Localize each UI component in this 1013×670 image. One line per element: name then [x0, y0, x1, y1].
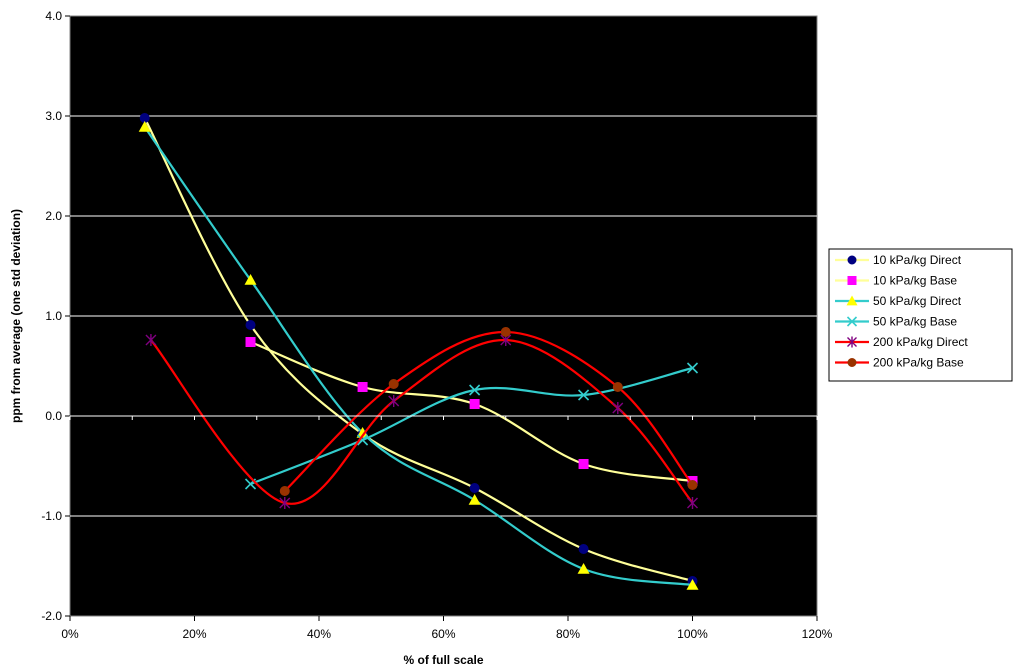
y-tick-label: -1.0: [41, 509, 62, 523]
legend-marker: [846, 316, 858, 327]
legend-item: 50 kPa/kg Base: [835, 315, 957, 329]
legend-box: [828, 248, 1013, 382]
legend-item: 10 kPa/kg Direct: [835, 253, 962, 267]
legend-marker: [847, 255, 857, 265]
legend-label: 10 kPa/kg Direct: [873, 253, 962, 267]
data-point-4: [279, 497, 291, 509]
data-point-2: [577, 563, 590, 574]
legend-marker: [846, 295, 858, 306]
data-point-1: [245, 337, 256, 347]
data-point-0: [469, 483, 480, 493]
legend-item: 10 kPa/kg Base: [835, 274, 957, 288]
x-axis-label: % of full scale: [403, 653, 483, 667]
data-point-3: [357, 434, 369, 446]
y-tick-label: 1.0: [45, 309, 62, 323]
legend-label: 10 kPa/kg Base: [873, 274, 957, 288]
data-point-2: [138, 121, 151, 132]
series-layer: [138, 113, 699, 590]
data-point-2: [468, 494, 481, 505]
legend-item: 200 kPa/kg Direct: [835, 335, 968, 349]
legend-label: 50 kPa/kg Base: [873, 315, 957, 329]
x-tick-label: 100%: [677, 627, 708, 641]
data-point-4: [687, 497, 698, 509]
y-tick-label: 4.0: [45, 9, 62, 23]
x-tick-label: 20%: [182, 627, 206, 641]
data-point-0: [578, 544, 589, 554]
legend-marker: [847, 276, 857, 285]
x-tick-label: 40%: [307, 627, 331, 641]
x-tick-label: 0%: [61, 627, 79, 641]
legend-label: 50 kPa/kg Direct: [873, 294, 962, 308]
y-tick-label: 0.0: [45, 409, 62, 423]
data-point-1: [578, 459, 589, 469]
data-point-1: [357, 382, 368, 392]
legend-item: 50 kPa/kg Direct: [835, 294, 962, 308]
data-point-3: [577, 389, 590, 401]
x-tick-label: 60%: [431, 627, 455, 641]
data-point-5: [612, 382, 623, 392]
data-point-4: [612, 402, 624, 414]
y-tick-label: -2.0: [41, 609, 62, 623]
legend-label: 200 kPa/kg Direct: [873, 335, 968, 349]
series-0: [139, 113, 698, 586]
y-axis-label: ppm from average (one std deviation): [9, 209, 23, 423]
legend-marker: [847, 336, 857, 348]
data-point-5: [687, 480, 698, 490]
data-point-4: [145, 334, 157, 346]
x-tick-label: 80%: [556, 627, 580, 641]
series-5: [279, 327, 698, 496]
data-point-2: [356, 427, 369, 438]
series-2: [138, 121, 699, 590]
data-point-2: [686, 579, 699, 590]
axes: -2.0 -1.0 0.0 1.0 2.0 3.0 4.0 0% 20% 40% 60% 80% 100…: [41, 9, 832, 641]
data-point-5: [500, 327, 511, 337]
legend: 10 kPa/kg Direct 10 kPa/kg Base 50 kPa/kg …: [828, 248, 1013, 382]
x-tick-label: 120%: [802, 627, 833, 641]
y-tick-label: 3.0: [45, 109, 62, 123]
data-point-1: [469, 399, 480, 409]
legend-label: 200 kPa/kg Base: [873, 356, 964, 370]
data-point-0: [245, 320, 256, 330]
legend-item: 200 kPa/kg Base: [835, 356, 964, 370]
data-point-4: [388, 395, 400, 407]
legend-marker: [847, 358, 857, 367]
data-point-5: [279, 486, 290, 496]
data-point-2: [244, 274, 257, 285]
data-point-3: [469, 384, 481, 396]
data-point-3: [686, 362, 699, 374]
y-tick-label: 2.0: [45, 209, 62, 223]
data-point-5: [388, 379, 399, 389]
